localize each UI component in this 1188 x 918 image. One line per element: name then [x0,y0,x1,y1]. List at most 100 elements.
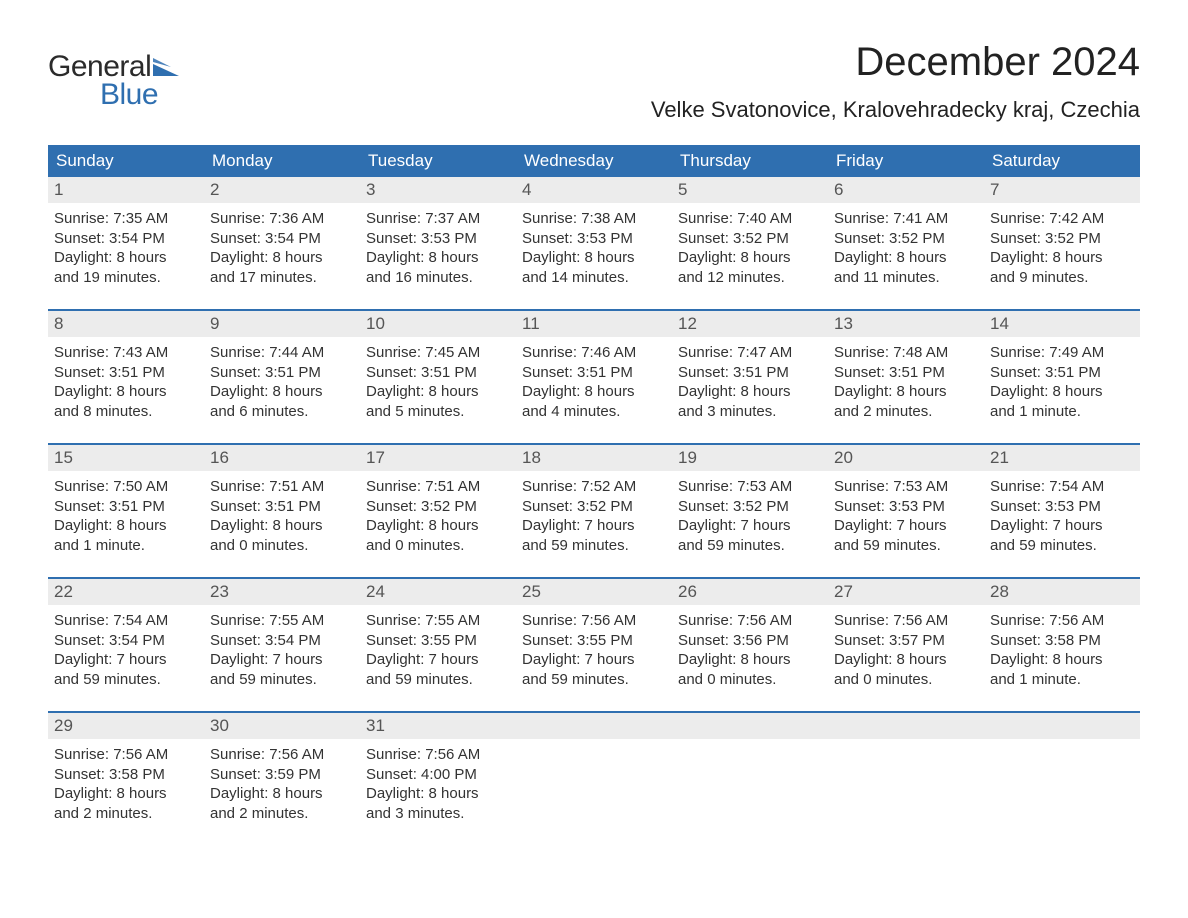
sunrise-text: Sunrise: 7:38 AM [522,209,666,229]
sunrise-text: Sunrise: 7:53 AM [834,477,978,497]
d1-text: Daylight: 7 hours [210,650,354,670]
day-cell: Sunrise: 7:55 AMSunset: 3:55 PMDaylight:… [360,605,516,693]
daynum-row: 22232425262728 [48,579,1140,605]
day-cell: Sunrise: 7:48 AMSunset: 3:51 PMDaylight:… [828,337,984,425]
sunset-text: Sunset: 3:56 PM [678,631,822,651]
d2-text: and 1 minute. [990,402,1134,422]
day-number [828,713,984,739]
d2-text: and 16 minutes. [366,268,510,288]
day-cell: Sunrise: 7:50 AMSunset: 3:51 PMDaylight:… [48,471,204,559]
logo-text-blue: Blue [100,78,179,112]
d2-text: and 6 minutes. [210,402,354,422]
d1-text: Daylight: 8 hours [210,516,354,536]
header-region: General Blue December 2024 Velke Svatono… [48,40,1140,123]
day-cell: Sunrise: 7:51 AMSunset: 3:52 PMDaylight:… [360,471,516,559]
d2-text: and 59 minutes. [54,670,198,690]
day-cell: Sunrise: 7:54 AMSunset: 3:54 PMDaylight:… [48,605,204,693]
d2-text: and 59 minutes. [990,536,1134,556]
sunrise-text: Sunrise: 7:51 AM [210,477,354,497]
sunset-text: Sunset: 3:53 PM [366,229,510,249]
sunset-text: Sunset: 3:52 PM [678,229,822,249]
d1-text: Daylight: 8 hours [678,382,822,402]
d1-text: Daylight: 8 hours [366,382,510,402]
sunrise-text: Sunrise: 7:36 AM [210,209,354,229]
d1-text: Daylight: 8 hours [522,248,666,268]
sunrise-text: Sunrise: 7:52 AM [522,477,666,497]
sunset-text: Sunset: 4:00 PM [366,765,510,785]
day-cell: Sunrise: 7:42 AMSunset: 3:52 PMDaylight:… [984,203,1140,291]
d2-text: and 11 minutes. [834,268,978,288]
sunset-text: Sunset: 3:53 PM [522,229,666,249]
sunrise-text: Sunrise: 7:55 AM [366,611,510,631]
d2-text: and 14 minutes. [522,268,666,288]
day-cell: Sunrise: 7:53 AMSunset: 3:53 PMDaylight:… [828,471,984,559]
day-cell: Sunrise: 7:56 AMSunset: 4:00 PMDaylight:… [360,739,516,827]
day-cell: Sunrise: 7:35 AMSunset: 3:54 PMDaylight:… [48,203,204,291]
sunrise-text: Sunrise: 7:46 AM [522,343,666,363]
day-cell: Sunrise: 7:36 AMSunset: 3:54 PMDaylight:… [204,203,360,291]
daynum-row: 891011121314 [48,311,1140,337]
sunrise-text: Sunrise: 7:54 AM [54,611,198,631]
weekday-header: Saturday [984,145,1140,177]
sunrise-text: Sunrise: 7:49 AM [990,343,1134,363]
d2-text: and 0 minutes. [834,670,978,690]
logo: General Blue [48,50,179,112]
day-number: 9 [204,311,360,337]
day-cell: Sunrise: 7:41 AMSunset: 3:52 PMDaylight:… [828,203,984,291]
sunset-text: Sunset: 3:51 PM [54,497,198,517]
sunset-text: Sunset: 3:51 PM [990,363,1134,383]
sunset-text: Sunset: 3:53 PM [834,497,978,517]
day-number: 2 [204,177,360,203]
day-number: 7 [984,177,1140,203]
day-number: 3 [360,177,516,203]
d1-text: Daylight: 7 hours [678,516,822,536]
day-cell: Sunrise: 7:40 AMSunset: 3:52 PMDaylight:… [672,203,828,291]
day-number: 18 [516,445,672,471]
d2-text: and 9 minutes. [990,268,1134,288]
sunrise-text: Sunrise: 7:56 AM [366,745,510,765]
d2-text: and 59 minutes. [834,536,978,556]
day-cell: Sunrise: 7:56 AMSunset: 3:58 PMDaylight:… [984,605,1140,693]
day-number: 21 [984,445,1140,471]
sunset-text: Sunset: 3:58 PM [990,631,1134,651]
day-cell: Sunrise: 7:56 AMSunset: 3:55 PMDaylight:… [516,605,672,693]
location-text: Velke Svatonovice, Kralovehradecky kraj,… [651,97,1140,123]
day-number: 27 [828,579,984,605]
d2-text: and 3 minutes. [366,804,510,824]
day-number: 11 [516,311,672,337]
day-number: 23 [204,579,360,605]
day-cell: Sunrise: 7:54 AMSunset: 3:53 PMDaylight:… [984,471,1140,559]
sunset-text: Sunset: 3:51 PM [834,363,978,383]
d1-text: Daylight: 8 hours [366,516,510,536]
sunset-text: Sunset: 3:54 PM [210,631,354,651]
d1-text: Daylight: 8 hours [678,650,822,670]
day-cell: Sunrise: 7:56 AMSunset: 3:57 PMDaylight:… [828,605,984,693]
sunrise-text: Sunrise: 7:45 AM [366,343,510,363]
sunrise-text: Sunrise: 7:41 AM [834,209,978,229]
sunrise-text: Sunrise: 7:56 AM [210,745,354,765]
sunset-text: Sunset: 3:51 PM [366,363,510,383]
d2-text: and 12 minutes. [678,268,822,288]
weeks-container: 1234567Sunrise: 7:35 AMSunset: 3:54 PMDa… [48,177,1140,827]
sunrise-text: Sunrise: 7:56 AM [834,611,978,631]
sunset-text: Sunset: 3:55 PM [366,631,510,651]
weekday-header: Thursday [672,145,828,177]
sunset-text: Sunset: 3:52 PM [366,497,510,517]
sunrise-text: Sunrise: 7:37 AM [366,209,510,229]
day-number: 19 [672,445,828,471]
day-number: 31 [360,713,516,739]
day-number: 13 [828,311,984,337]
weekday-header: Monday [204,145,360,177]
day-cell: Sunrise: 7:56 AMSunset: 3:58 PMDaylight:… [48,739,204,827]
d1-text: Daylight: 7 hours [834,516,978,536]
d2-text: and 2 minutes. [54,804,198,824]
d2-text: and 2 minutes. [834,402,978,422]
d2-text: and 59 minutes. [522,670,666,690]
d2-text: and 59 minutes. [366,670,510,690]
day-number: 4 [516,177,672,203]
sunset-text: Sunset: 3:51 PM [54,363,198,383]
sunset-text: Sunset: 3:53 PM [990,497,1134,517]
day-cell: Sunrise: 7:45 AMSunset: 3:51 PMDaylight:… [360,337,516,425]
day-cell: Sunrise: 7:38 AMSunset: 3:53 PMDaylight:… [516,203,672,291]
d1-text: Daylight: 8 hours [990,650,1134,670]
